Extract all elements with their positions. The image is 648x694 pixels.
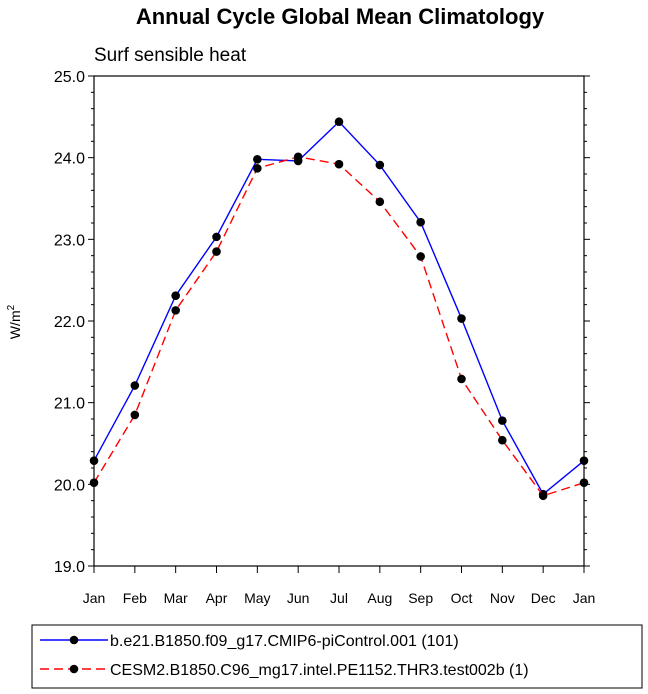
series-2-point	[375, 197, 385, 207]
series-1-point	[253, 155, 262, 164]
x-tick-label: Jul	[330, 590, 348, 606]
x-tick-label: Jan	[573, 590, 596, 606]
x-tick-label: May	[244, 590, 270, 606]
legend-label-2: CESM2.B1850.C96_mg17.intel.PE1152.THR3.t…	[110, 662, 529, 679]
x-tick-label: Oct	[451, 590, 473, 606]
axis-ticks: 19.0 20.0 21.0 22.0 23.0 24.0 25.0 Jan Feb Mar Apr…	[54, 69, 595, 606]
series-line-1	[93, 120, 585, 496]
series-2-point	[498, 435, 507, 445]
x-tick-label: Apr	[206, 590, 228, 606]
series-layer	[89, 117, 589, 501]
series-line-2	[93, 156, 585, 497]
svg-text:W/m2: W/m2	[6, 304, 23, 339]
series-1-point	[416, 217, 425, 227]
y-axis-label-text: W/m	[7, 310, 23, 339]
x-tick-label: Aug	[367, 590, 392, 606]
series-1-point	[130, 381, 140, 390]
series-2-point	[130, 410, 140, 420]
chart-subtitle: Surf sensible heat	[94, 45, 247, 66]
x-tick-label: Nov	[490, 590, 515, 606]
series-1-point	[375, 160, 385, 170]
chart-title: Annual Cycle Global Mean Climatology	[136, 4, 545, 29]
y-tick-label: 22.0	[54, 314, 85, 331]
y-tick-label: 19.0	[54, 559, 85, 576]
legend-marker-2	[69, 664, 79, 674]
legend-marker-1	[69, 635, 79, 645]
series-2-point	[416, 252, 425, 261]
series-1-point	[498, 416, 507, 425]
series-1-point	[212, 232, 221, 242]
x-tick-label: Dec	[531, 590, 556, 606]
x-tick-label: Jun	[287, 590, 310, 606]
plot-frame	[93, 75, 585, 567]
legend-box	[31, 624, 643, 689]
series-1-point	[171, 291, 180, 300]
y-axis-label: W/m2	[6, 304, 23, 339]
x-tick-label: Feb	[123, 590, 147, 606]
series-2-point	[89, 478, 99, 488]
series-1-point	[457, 314, 466, 323]
x-tick-label: Mar	[164, 590, 188, 606]
x-tick-label: Sep	[408, 590, 433, 606]
legend: b.e21.B1850.f09_g17.CMIP6-piControl.001 …	[40, 633, 529, 679]
series-2-point	[212, 247, 221, 256]
y-axis-label-superscript: 2	[6, 304, 17, 310]
series-1-point	[334, 117, 344, 127]
series-2-point	[334, 159, 344, 169]
series-2-point	[579, 478, 589, 488]
x-tick-label: Jan	[83, 590, 106, 606]
y-tick-label: 25.0	[54, 69, 85, 86]
series-2-point	[253, 163, 262, 173]
y-tick-label: 20.0	[54, 477, 85, 494]
series-2-point	[538, 491, 548, 501]
y-tick-label: 21.0	[54, 396, 85, 413]
y-tick-label: 23.0	[54, 232, 85, 249]
series-1-point	[89, 456, 99, 465]
series-2-point	[171, 306, 180, 315]
legend-label-1: b.e21.B1850.f09_g17.CMIP6-piControl.001 …	[110, 633, 459, 650]
series-2-point	[457, 374, 466, 384]
y-tick-label: 24.0	[54, 151, 85, 168]
series-1-point	[579, 456, 589, 465]
series-2-point	[293, 152, 303, 162]
